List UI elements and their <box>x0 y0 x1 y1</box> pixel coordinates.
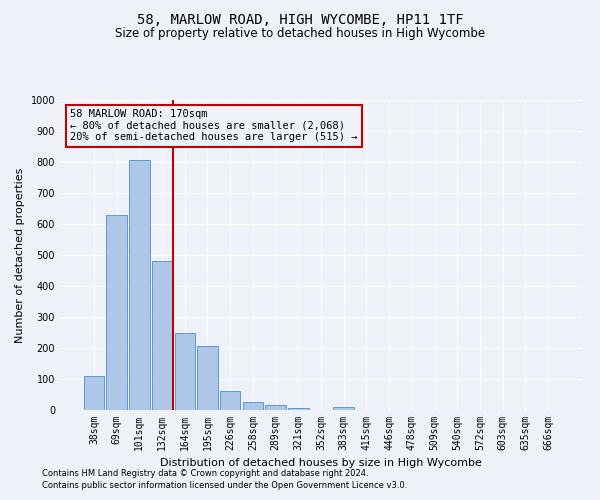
Text: 58 MARLOW ROAD: 170sqm
← 80% of detached houses are smaller (2,068)
20% of semi-: 58 MARLOW ROAD: 170sqm ← 80% of detached… <box>70 110 358 142</box>
Text: Size of property relative to detached houses in High Wycombe: Size of property relative to detached ho… <box>115 28 485 40</box>
Text: Contains public sector information licensed under the Open Government Licence v3: Contains public sector information licen… <box>42 480 407 490</box>
Y-axis label: Number of detached properties: Number of detached properties <box>15 168 25 342</box>
Bar <box>334 407 354 410</box>
Bar <box>197 346 218 410</box>
Bar <box>220 391 241 410</box>
Bar <box>84 376 104 410</box>
Bar <box>175 332 195 410</box>
Bar <box>129 160 149 410</box>
X-axis label: Distribution of detached houses by size in High Wycombe: Distribution of detached houses by size … <box>160 458 482 468</box>
Bar <box>265 404 286 410</box>
Text: 58, MARLOW ROAD, HIGH WYCOMBE, HP11 1TF: 58, MARLOW ROAD, HIGH WYCOMBE, HP11 1TF <box>137 12 463 26</box>
Text: Contains HM Land Registry data © Crown copyright and database right 2024.: Contains HM Land Registry data © Crown c… <box>42 469 368 478</box>
Bar <box>242 402 263 410</box>
Bar <box>106 214 127 410</box>
Bar <box>288 408 308 410</box>
Bar <box>152 261 172 410</box>
